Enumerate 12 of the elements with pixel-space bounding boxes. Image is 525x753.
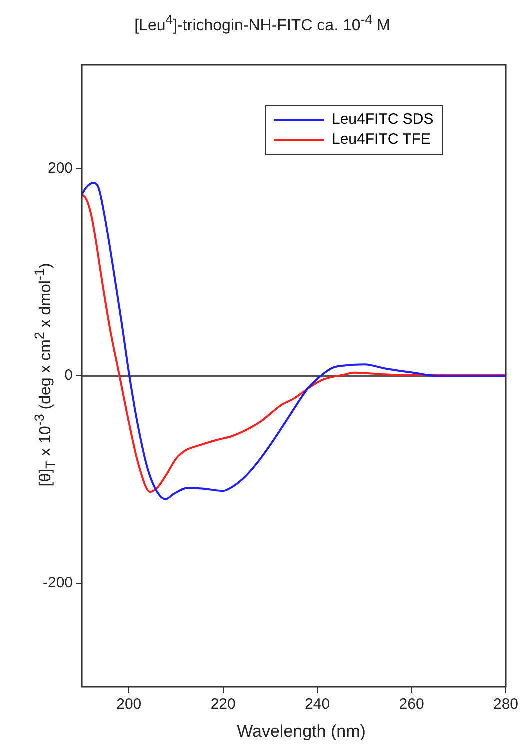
- y-tick-label: -200: [42, 574, 74, 592]
- x-tick-label: 280: [493, 696, 519, 714]
- x-tick-label: 240: [305, 696, 330, 714]
- x-axis-title: Wavelength (nm): [236, 722, 367, 742]
- legend-label: Leu4FITC SDS: [332, 110, 434, 130]
- chart-title: [Leu$^{4}$]-trichogin-NH-FITC ca. 10$^{-4}$ M: [134, 12, 392, 36]
- x-tick-label: 220: [210, 696, 236, 714]
- x-tick-label: 200: [116, 696, 142, 714]
- y-tick-label: 200: [48, 160, 74, 177]
- x-tick-label: 260: [399, 696, 424, 714]
- y-tick-label: 0: [64, 367, 74, 384]
- legend-label: Leu4FITC TFE: [332, 130, 431, 150]
